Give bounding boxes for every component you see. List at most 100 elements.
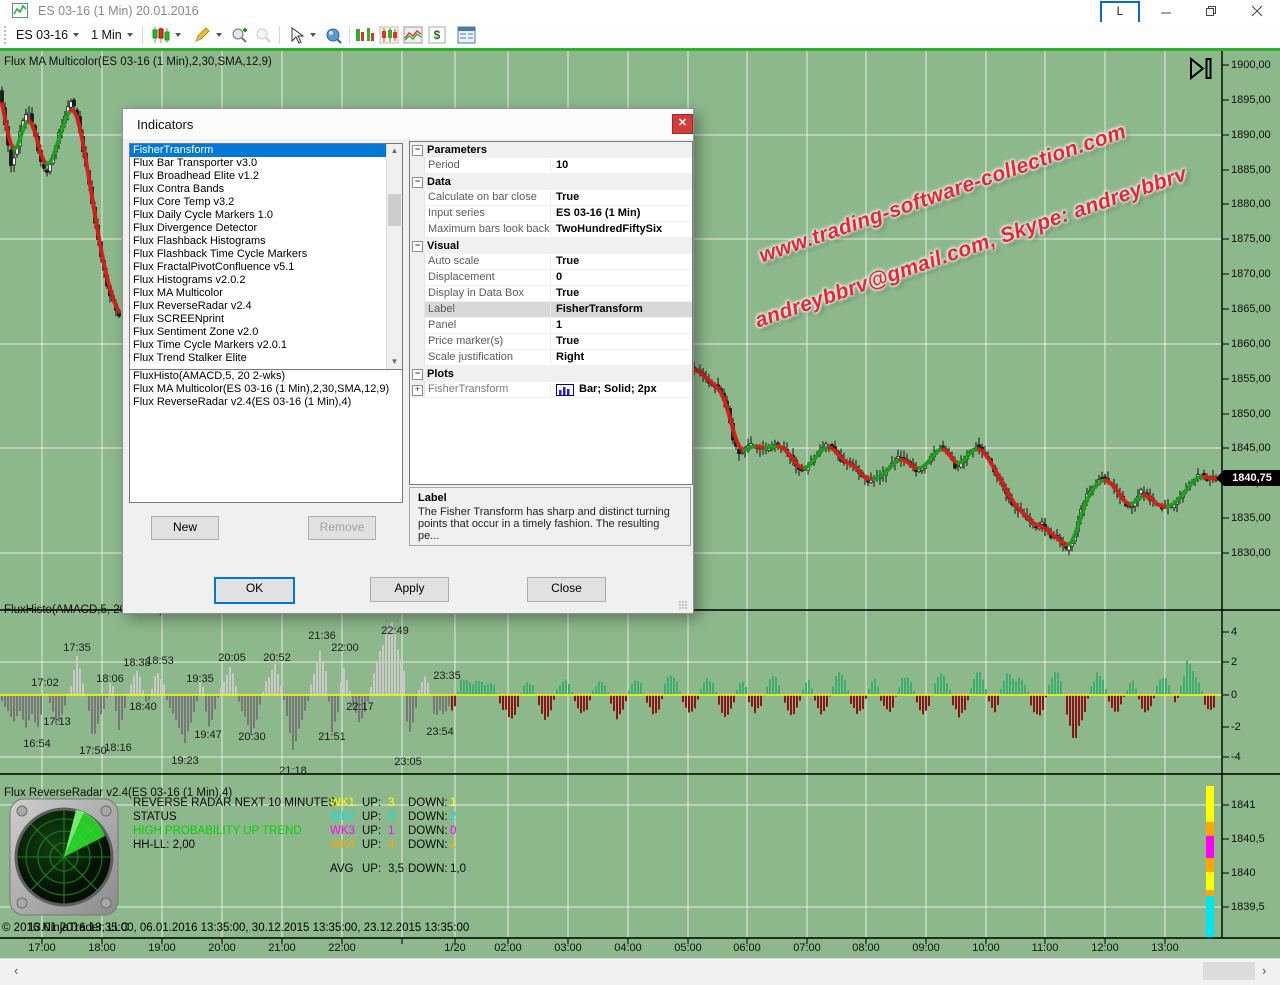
property-row[interactable]: Input series ES 03-16 (1 Min) [410, 206, 692, 222]
chart-region-button[interactable] [401, 24, 425, 46]
bar-type-button[interactable] [377, 24, 401, 46]
property-row[interactable]: Maximum bars look back TwoHundredFiftySix [410, 222, 692, 238]
chart-style-button[interactable] [146, 24, 187, 46]
toolbar-separator [278, 26, 280, 44]
property-row[interactable]: Displacement 0 [410, 270, 692, 286]
close-button[interactable]: Close [527, 577, 606, 602]
data-grid-button[interactable] [455, 24, 479, 46]
indicator-list-item[interactable]: Flux Sentiment Zone v2.0 [133, 326, 259, 338]
scrollbar-thumb[interactable] [1203, 962, 1255, 980]
toolbar-grip[interactable] [2, 26, 10, 44]
dialog-close-icon[interactable]: ✕ [672, 114, 693, 134]
collapse-icon[interactable]: − [412, 368, 423, 380]
added-indicators-list[interactable]: FluxHisto(AMACD,5, 20 2-wks) Flux MA Mult… [129, 369, 403, 503]
indicator-list-item[interactable]: Flux Divergence Detector [133, 222, 258, 234]
remove-button[interactable]: Remove [308, 516, 376, 540]
minimize-button[interactable] [1150, 0, 1182, 22]
indicator-list-item[interactable]: Flux ReverseRadar v2.4 [133, 300, 252, 312]
indicator-list-item[interactable]: Flux Histograms v2.0.2 [133, 274, 246, 286]
property-row[interactable]: Scale justification Right [410, 350, 692, 366]
scroll-right-icon[interactable]: › [1262, 963, 1267, 978]
property-value[interactable]: True [551, 334, 692, 350]
link-button[interactable]: L [1100, 1, 1140, 25]
property-value[interactable]: True [551, 190, 692, 206]
new-button[interactable]: New [151, 516, 219, 540]
chart-panel-button[interactable] [353, 24, 377, 46]
close-icon[interactable] [1240, 0, 1274, 22]
indicator-list-item[interactable]: Flux FractalPivotConfluence v5.1 [133, 261, 295, 273]
property-value[interactable]: ES 03-16 (1 Min) [551, 206, 692, 222]
collapse-icon[interactable]: − [412, 240, 423, 252]
indicator-list-item[interactable]: Flux Flashback Time Cycle Markers [133, 248, 308, 260]
collapse-icon[interactable]: − [412, 176, 423, 188]
property-value[interactable]: TwoHundredFiftySix [551, 222, 692, 238]
window-titlebar[interactable]: ES 03-16 (1 Min) 20.01.2016 L [0, 0, 1280, 25]
instrument-selector[interactable]: ES 03-16 [10, 24, 85, 46]
property-group-header[interactable]: − Parameters [410, 142, 692, 158]
scroll-up-icon[interactable]: ▲ [387, 144, 402, 158]
cursor-button[interactable] [283, 24, 322, 46]
property-value[interactable]: 0 [551, 270, 692, 286]
ok-button[interactable]: OK [214, 577, 295, 604]
scrollbar-thumb[interactable] [388, 194, 401, 226]
expand-icon[interactable]: + [412, 384, 423, 396]
avg-name: AVG [330, 863, 354, 875]
property-value[interactable]: 10 [551, 158, 692, 174]
property-group-name: Parameters [427, 144, 487, 156]
list-scrollbar[interactable]: ▲ ▼ [386, 144, 402, 369]
indicator-list-item[interactable]: Flux Time Cycle Markers v2.0.1 [133, 339, 288, 351]
data-box-button[interactable] [322, 24, 346, 46]
property-value[interactable]: True [551, 286, 692, 302]
chart-focus-border [0, 48, 1280, 51]
indicator-list-item[interactable]: Flux Daily Cycle Markers 1.0 [133, 209, 273, 221]
added-indicator-item[interactable]: FluxHisto(AMACD,5, 20 2-wks) [133, 370, 286, 382]
wk-down-label: DOWN: [408, 839, 448, 851]
property-value[interactable]: Right [551, 350, 692, 366]
restore-button[interactable] [1195, 0, 1227, 22]
go-to-end-button[interactable] [1186, 56, 1216, 87]
indicator-list-item[interactable]: Flux Contra Bands [133, 183, 225, 195]
indicator-list-item[interactable]: Flux Flashback Histograms [133, 235, 266, 247]
property-row[interactable]: Price marker(s) True [410, 334, 692, 350]
indicator-list-item[interactable]: Flux Trend Stalker Elite [133, 352, 247, 364]
property-value-text: FisherTransform [556, 303, 643, 315]
indicator-list-item[interactable]: Flux SCREENprint [133, 313, 225, 325]
zoom-in-button[interactable] [228, 24, 252, 46]
property-row[interactable]: Display in Data Box True [410, 286, 692, 302]
property-row[interactable]: Period 10 [410, 158, 692, 174]
zoom-out-button[interactable] [252, 24, 276, 46]
indicator-list-item[interactable]: Flux MA Multicolor [133, 287, 223, 299]
indicator-list[interactable]: FisherTransform Flux Bar Transporter v3.0… [129, 143, 403, 370]
currency-button[interactable]: $ [425, 24, 449, 46]
dialog-titlebar[interactable]: Indicators ✕ [123, 109, 693, 139]
property-row[interactable]: Label FisherTransform [410, 302, 692, 318]
wk-down-value: 1 [450, 797, 457, 809]
property-row[interactable]: Panel 1 [410, 318, 692, 334]
property-row[interactable]: + FisherTransform Bar; Solid; 2px [410, 382, 692, 398]
property-group-header[interactable]: − Data [410, 174, 692, 190]
collapse-icon[interactable]: − [412, 144, 423, 156]
interval-selector[interactable]: 1 Min [85, 24, 139, 46]
indicator-list-item[interactable]: Flux Core Temp v3.2 [133, 196, 235, 208]
indicator-list-item[interactable]: Flux Bar Transporter v3.0 [133, 157, 258, 169]
added-indicator-item[interactable]: Flux ReverseRadar v2.4(ES 03-16 (1 Min),… [133, 396, 352, 408]
scroll-down-icon[interactable]: ▼ [387, 355, 402, 369]
property-value[interactable]: FisherTransform [551, 302, 692, 318]
dialog-resize-grip[interactable] [679, 601, 687, 609]
property-value[interactable]: True [551, 254, 692, 270]
property-grid[interactable]: − Parameters Period 10− Data Calculate on bar… [409, 141, 693, 485]
scroll-left-icon[interactable]: ‹ [14, 963, 19, 978]
indicator-list-item[interactable]: Flux Broadhead Elite v1.2 [133, 170, 259, 182]
radar-status-label: STATUS [133, 811, 177, 823]
property-row[interactable]: Calculate on bar close True [410, 190, 692, 206]
added-indicator-item[interactable]: Flux MA Multicolor(ES 03-16 (1 Min),2,30… [133, 383, 390, 395]
property-group-header[interactable]: − Plots [410, 366, 692, 382]
property-row[interactable]: Auto scale True [410, 254, 692, 270]
property-value[interactable]: 1 [551, 318, 692, 334]
apply-button[interactable]: Apply [370, 577, 449, 602]
property-value[interactable]: Bar; Solid; 2px [551, 382, 692, 398]
drawing-tools-button[interactable] [187, 24, 228, 46]
property-group-header[interactable]: − Visual [410, 238, 692, 254]
indicator-list-item[interactable]: FisherTransform [130, 144, 388, 157]
horizontal-scrollbar[interactable]: ‹ › [0, 958, 1280, 985]
